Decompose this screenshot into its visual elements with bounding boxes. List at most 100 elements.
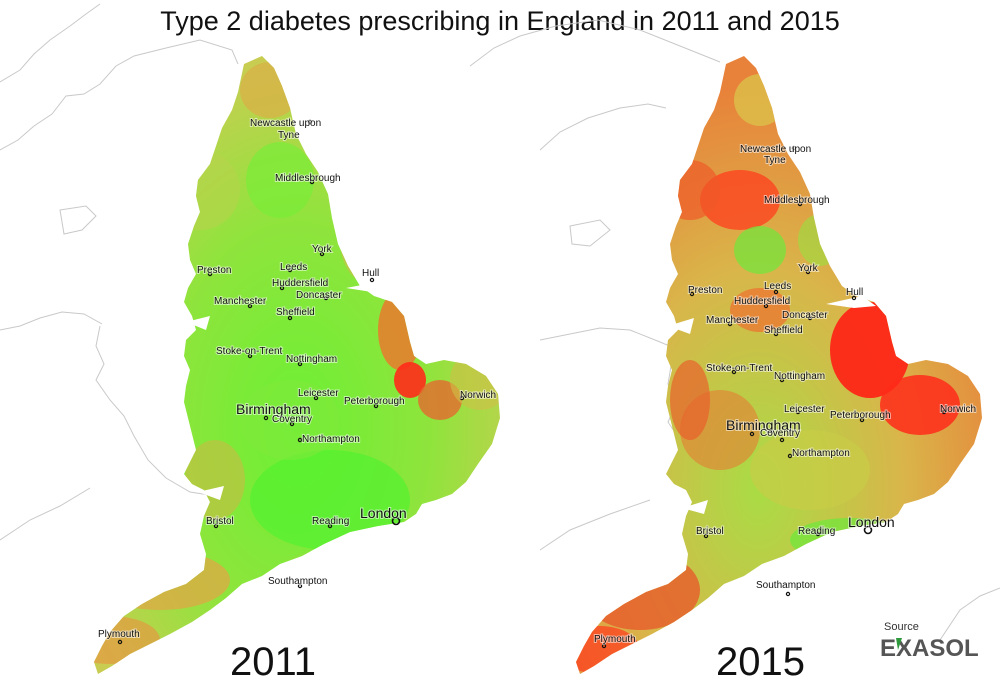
svg-text:Plymouth: Plymouth [594, 634, 636, 645]
svg-text:York: York [798, 263, 819, 274]
city-sheffield: Sheffield [275, 306, 316, 321]
svg-text:Plymouth: Plymouth [98, 629, 140, 640]
coastline-left [0, 3, 239, 541]
svg-text:Middlesbrough: Middlesbrough [275, 173, 341, 184]
city-northampton: Northampton [297, 433, 361, 446]
city-coventry: Coventry [271, 413, 313, 427]
svg-text:Doncaster: Doncaster [782, 310, 828, 321]
city-leeds: Leeds [763, 280, 792, 295]
svg-text:Coventry: Coventry [272, 414, 312, 425]
city-stoke: Stoke-on-Trent [705, 362, 774, 375]
svg-text:London: London [360, 505, 407, 521]
city-northampton: Northampton [787, 447, 851, 460]
svg-text:York: York [312, 244, 333, 255]
city-newcastle: Newcastle upon Tyne [739, 143, 812, 167]
city-newcastle: Newcastle upon Tyne [249, 117, 322, 142]
city-peterborough: Peterborough [343, 395, 406, 409]
city-sheffield: Sheffield [763, 324, 804, 337]
svg-text:Middlesbrough: Middlesbrough [764, 195, 830, 206]
svg-text:Huddersfield: Huddersfield [734, 296, 790, 307]
city-plymouth: Plymouth [97, 628, 141, 645]
svg-text:Northampton: Northampton [792, 448, 850, 459]
svg-text:Sheffield: Sheffield [764, 325, 803, 336]
city-doncaster: Doncaster [295, 289, 343, 302]
city-hull: Hull [845, 286, 864, 301]
svg-text:Southampton: Southampton [268, 576, 328, 587]
svg-text:Newcastle upon: Newcastle upon [740, 144, 811, 155]
svg-text:Tyne: Tyne [278, 130, 300, 141]
city-leicester: Leicester [297, 387, 340, 401]
city-plymouth: Plymouth [593, 633, 637, 649]
city-reading: Reading [311, 515, 350, 529]
svg-text:London: London [848, 514, 895, 530]
svg-text:Southampton: Southampton [756, 580, 816, 591]
city-southampton: Southampton [755, 579, 817, 597]
city-london: London [359, 504, 408, 526]
svg-text:Norwich: Norwich [460, 390, 496, 401]
city-peterborough: Peterborough [829, 409, 892, 423]
city-manchester: Manchester [705, 314, 760, 327]
svg-text:Hull: Hull [362, 268, 379, 279]
brand-x-accent [896, 638, 902, 650]
city-nottingham: Nottingham [773, 370, 826, 383]
year-label-2015: 2015 [716, 640, 805, 684]
source-logo: Source EXASOL [880, 621, 979, 662]
svg-text:Leicester: Leicester [784, 404, 825, 415]
city-manchester: Manchester [213, 295, 268, 309]
svg-text:Stoke-on-Trent: Stoke-on-Trent [706, 363, 773, 374]
city-huddersfield: Huddersfield [271, 277, 329, 291]
svg-text:Leeds: Leeds [764, 281, 791, 292]
estuaries [186, 282, 914, 536]
svg-text:Huddersfield: Huddersfield [272, 278, 328, 289]
city-norwich: Norwich [459, 389, 497, 402]
city-london: London [847, 513, 896, 535]
svg-text:Sheffield: Sheffield [276, 307, 315, 318]
city-york: York [311, 243, 334, 257]
svg-text:Norwich: Norwich [940, 404, 976, 415]
svg-text:Leicester: Leicester [298, 388, 339, 399]
city-nottingham: Nottingham [285, 353, 338, 367]
city-birmingham: Birmingham [725, 416, 802, 437]
svg-text:Manchester: Manchester [706, 315, 759, 326]
city-huddersfield: Huddersfield [733, 295, 791, 309]
city-leicester: Leicester [783, 403, 826, 416]
city-bristol: Bristol [695, 525, 725, 539]
svg-text:Birmingham: Birmingham [726, 417, 801, 433]
svg-text:Stoke-on-Trent: Stoke-on-Trent [216, 346, 283, 357]
city-birmingham: Birmingham [235, 400, 312, 421]
city-middlesbrough: Middlesbrough [274, 172, 342, 185]
svg-text:Manchester: Manchester [214, 296, 267, 307]
svg-text:Bristol: Bristol [696, 526, 724, 537]
city-leeds: Leeds [279, 261, 308, 274]
svg-text:Birmingham: Birmingham [236, 401, 311, 417]
brand-wordmark: EXASOL [880, 635, 979, 662]
svg-text:Tyne: Tyne [764, 155, 786, 166]
city-doncaster: Doncaster [781, 309, 829, 322]
city-reading: Reading [797, 525, 836, 538]
city-bristol: Bristol [205, 515, 235, 529]
svg-text:Peterborough: Peterborough [344, 396, 405, 407]
city-york: York [797, 262, 820, 275]
svg-text:Bristol: Bristol [206, 516, 234, 527]
svg-text:Preston: Preston [688, 285, 722, 296]
svg-text:Doncaster: Doncaster [296, 290, 342, 301]
svg-text:Nottingham: Nottingham [774, 371, 825, 382]
svg-text:Nottingham: Nottingham [286, 354, 337, 365]
city-hull: Hull [361, 267, 380, 283]
city-stoke: Stoke-on-Trent [215, 345, 284, 359]
city-preston: Preston [687, 284, 723, 297]
city-southampton: Southampton [267, 575, 329, 589]
svg-text:Coventry: Coventry [760, 428, 800, 439]
svg-text:Preston: Preston [197, 265, 231, 276]
svg-text:Peterborough: Peterborough [830, 410, 891, 421]
cities-2011: Newcastle upon Tyne Middlesbrough York P… [97, 117, 497, 645]
city-coventry: Coventry [759, 427, 801, 443]
svg-text:Hull: Hull [846, 287, 863, 298]
year-label-2011: 2011 [230, 640, 316, 684]
city-norwich: Norwich [939, 403, 977, 416]
svg-text:Reading: Reading [312, 516, 349, 527]
svg-text:Newcastle upon: Newcastle upon [250, 118, 321, 129]
cities-2015: Newcastle upon Tyne Middlesbrough York P… [593, 143, 977, 649]
svg-text:Northampton: Northampton [302, 434, 360, 445]
